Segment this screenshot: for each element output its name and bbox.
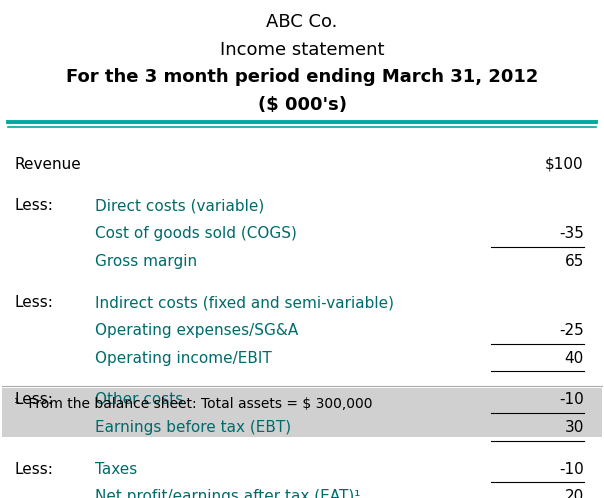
Text: Revenue: Revenue: [14, 157, 81, 172]
Text: Operating income/EBIT: Operating income/EBIT: [95, 351, 272, 366]
Text: Operating expenses/SG&A: Operating expenses/SG&A: [95, 323, 298, 338]
Text: Gross margin: Gross margin: [95, 253, 198, 269]
FancyBboxPatch shape: [2, 469, 602, 495]
Text: Less:: Less:: [14, 198, 53, 213]
Text: For the 3 month period ending March 31, 2012: For the 3 month period ending March 31, …: [66, 68, 538, 87]
Text: Net profit/earnings after tax (EAT)¹: Net profit/earnings after tax (EAT)¹: [95, 490, 361, 498]
Text: ¹  From the balance sheet: Total assets = $ 300,000: ¹ From the balance sheet: Total assets =…: [14, 397, 373, 411]
Text: -10: -10: [559, 462, 584, 477]
Text: Less:: Less:: [14, 462, 53, 477]
Text: -25: -25: [559, 323, 584, 338]
Text: -10: -10: [559, 392, 584, 407]
Text: Less:: Less:: [14, 392, 53, 407]
Text: Cost of goods sold (COGS): Cost of goods sold (COGS): [95, 226, 297, 241]
Text: 20: 20: [565, 490, 584, 498]
Text: ABC Co.: ABC Co.: [266, 13, 338, 31]
Text: $100: $100: [545, 157, 584, 172]
Text: 40: 40: [565, 351, 584, 366]
Text: Indirect costs (fixed and semi-variable): Indirect costs (fixed and semi-variable): [95, 295, 394, 310]
Text: Earnings before tax (EBT): Earnings before tax (EBT): [95, 420, 291, 435]
Text: Direct costs (variable): Direct costs (variable): [95, 198, 265, 213]
Text: ($ 000's): ($ 000's): [257, 96, 347, 114]
Text: Less:: Less:: [14, 295, 53, 310]
Text: Other costs: Other costs: [95, 392, 184, 407]
FancyBboxPatch shape: [2, 388, 602, 437]
Text: 30: 30: [565, 420, 584, 435]
Text: Taxes: Taxes: [95, 462, 137, 477]
Text: Income statement: Income statement: [220, 41, 384, 59]
Text: 65: 65: [565, 253, 584, 269]
Text: -35: -35: [559, 226, 584, 241]
